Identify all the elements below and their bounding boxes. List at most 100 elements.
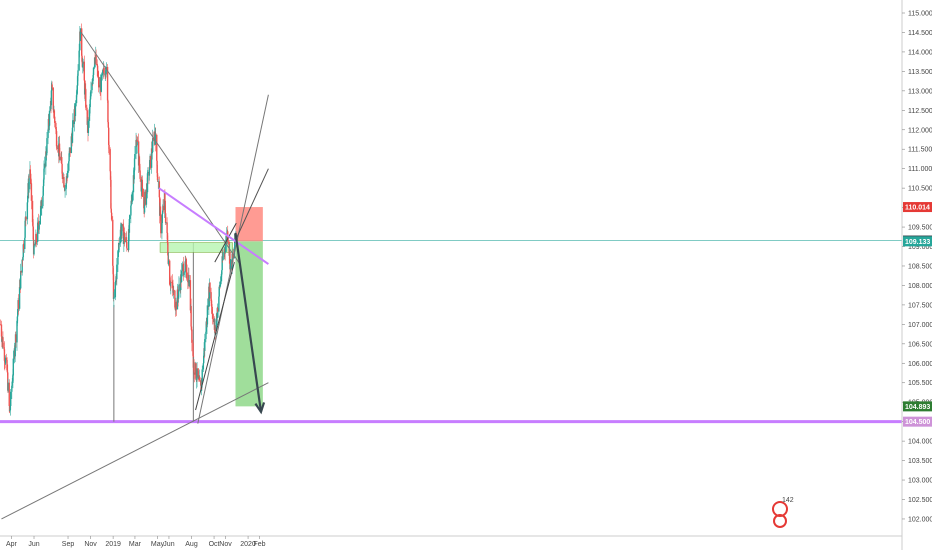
candle-body — [126, 248, 128, 249]
candle-body — [203, 355, 205, 364]
candle-body — [203, 348, 205, 356]
candle-body — [92, 78, 94, 85]
price-tag — [903, 416, 932, 427]
candle-body — [88, 108, 91, 121]
candle-body — [161, 210, 164, 214]
candle-body — [205, 321, 208, 328]
candle-body — [78, 50, 80, 71]
candle-body — [28, 181, 30, 193]
candle-body — [68, 151, 71, 154]
candle-body — [174, 290, 176, 308]
candle-body — [120, 231, 123, 236]
candle-body — [24, 216, 27, 221]
candle-body — [110, 179, 112, 209]
candle-body — [81, 55, 83, 63]
candle-body — [89, 99, 91, 108]
candle-body — [123, 232, 126, 242]
candle-body — [89, 107, 91, 109]
candle-body — [192, 355, 195, 368]
candle-body — [45, 151, 47, 167]
candle-body — [184, 261, 186, 273]
candle-body — [152, 137, 154, 139]
candle-body — [97, 76, 100, 78]
candle-body — [0, 324, 3, 337]
y-tick-label: 114.000 — [908, 49, 932, 56]
candle-body — [82, 61, 84, 64]
trend-line — [158, 187, 269, 265]
candle-body — [140, 186, 143, 192]
candle-body — [22, 257, 24, 260]
candle-body — [177, 291, 180, 299]
candle-body — [143, 197, 146, 213]
candle-body — [101, 73, 104, 75]
y-tick-label: 104.000 — [908, 439, 932, 446]
x-tick-label: May — [151, 541, 165, 548]
candle-body — [107, 100, 109, 123]
candle-body — [12, 358, 15, 376]
candle-body — [174, 307, 176, 310]
candle-body — [52, 87, 54, 110]
candle-body — [100, 74, 102, 92]
price-tag-label: 104.500 — [905, 419, 930, 426]
price-tag — [903, 401, 932, 412]
candle-body — [61, 163, 63, 174]
candle-body — [200, 380, 202, 386]
candle-body — [188, 280, 190, 287]
candle-body — [26, 202, 29, 220]
candle-body — [7, 372, 9, 391]
candle-body — [141, 182, 144, 189]
candle-body — [84, 88, 87, 90]
candle-body — [24, 220, 26, 238]
candle-body — [197, 368, 199, 378]
candle-body — [129, 215, 131, 220]
candle-body — [25, 218, 27, 220]
drawings-front — [1, 30, 269, 520]
candle-body — [177, 289, 179, 296]
candle-body — [27, 195, 29, 203]
price-tag-label: 104.893 — [905, 404, 930, 411]
candle-body — [161, 213, 163, 224]
candle-body — [106, 66, 109, 101]
y-tick-label: 109.500 — [908, 225, 932, 232]
candle-body — [39, 205, 42, 216]
candle-body — [61, 157, 63, 164]
candle-body — [185, 263, 187, 267]
trend-line — [195, 261, 235, 411]
candle-body — [55, 131, 58, 147]
candle-body — [115, 280, 117, 283]
candle-body — [63, 177, 65, 187]
price-tag — [903, 202, 932, 213]
candle-body — [12, 375, 14, 381]
candle-body — [134, 153, 136, 159]
candle-body — [65, 182, 67, 188]
candle-body — [70, 136, 73, 154]
candle-body — [43, 168, 45, 180]
watermark: 142 — [772, 497, 794, 528]
candle-body — [87, 120, 90, 134]
candle-body — [73, 109, 76, 115]
candle-body — [51, 84, 53, 88]
candle-body — [193, 372, 196, 375]
candle-body — [205, 331, 207, 340]
candle-body — [74, 103, 77, 117]
price-axis-panel[interactable] — [902, 0, 932, 550]
y-tick-label: 109.000 — [908, 244, 932, 251]
x-tick-label: Sep — [62, 541, 75, 548]
candle-body — [143, 196, 145, 209]
candle-body — [167, 255, 169, 264]
candle-body — [22, 244, 25, 250]
candle-body — [30, 183, 33, 201]
candle-body — [90, 90, 92, 97]
candle-body — [83, 80, 86, 95]
candle-body — [225, 233, 228, 245]
candle-body — [227, 238, 229, 242]
candle-body — [214, 326, 216, 332]
candle-body — [125, 237, 128, 243]
candle-body — [14, 348, 16, 357]
candle-body — [122, 224, 124, 227]
candle-body — [102, 69, 104, 74]
candle-body — [103, 68, 105, 74]
